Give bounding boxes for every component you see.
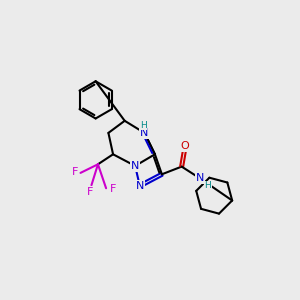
- Text: F: F: [110, 184, 116, 194]
- Text: H: H: [140, 121, 147, 130]
- Text: F: F: [87, 187, 94, 197]
- Text: F: F: [72, 167, 79, 177]
- Text: N: N: [131, 161, 139, 171]
- Text: H: H: [205, 181, 211, 190]
- Text: N: N: [136, 181, 144, 191]
- Text: O: O: [181, 141, 190, 152]
- Text: N: N: [196, 173, 204, 183]
- Text: N: N: [140, 128, 148, 138]
